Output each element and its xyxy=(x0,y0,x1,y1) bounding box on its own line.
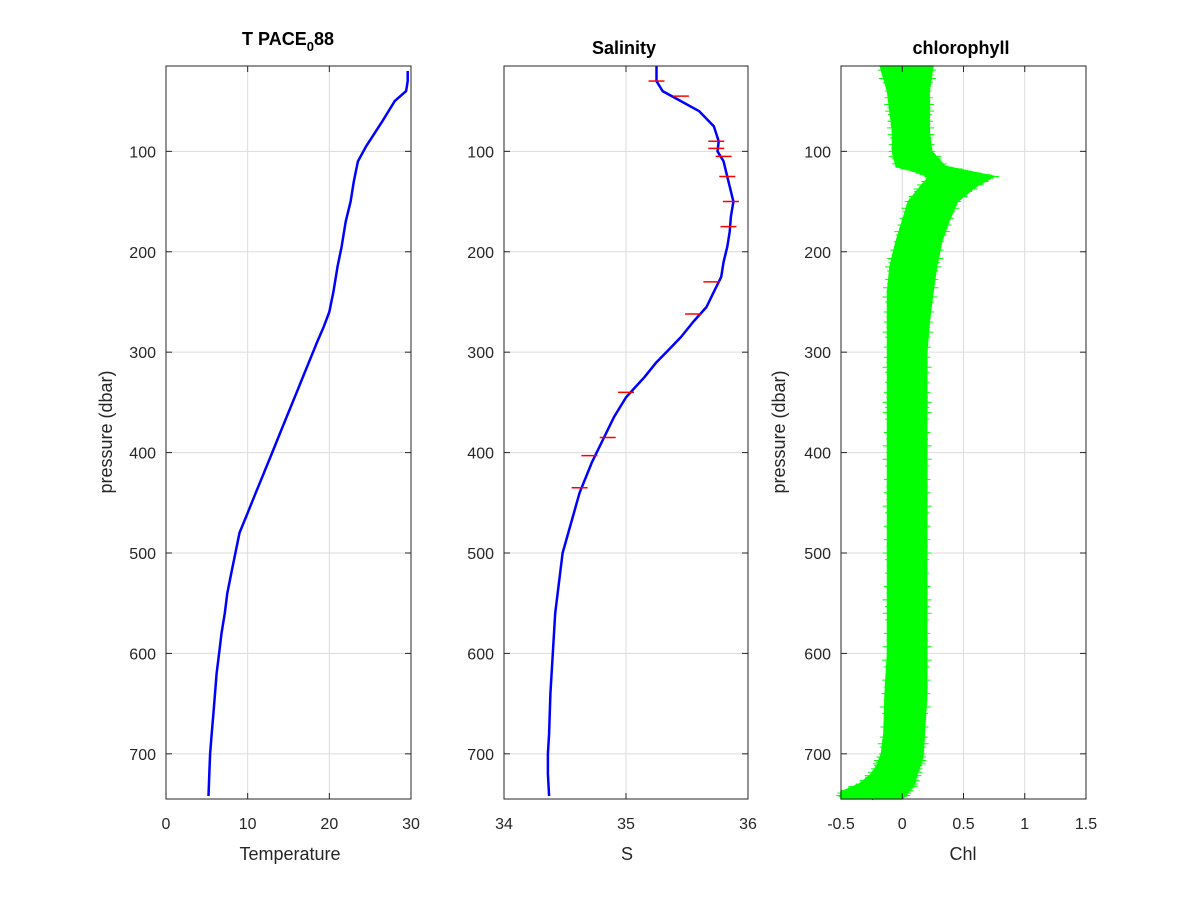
chlorophyll-ytick-label-5: 600 xyxy=(804,646,831,663)
temperature-ytick-label-2: 300 xyxy=(129,345,156,362)
chlorophyll-xtick-label-1: 0 xyxy=(898,816,907,833)
chlorophyll-ytick-label-2: 300 xyxy=(804,345,831,362)
salinity-panel-title: Salinity xyxy=(592,38,656,58)
temperature-series-line-0 xyxy=(207,71,409,797)
chlorophyll-ytick-label-3: 400 xyxy=(804,446,831,463)
chlorophyll-xtick-label-0: -0.5 xyxy=(827,816,855,833)
title-tail: 88 xyxy=(314,29,334,49)
temperature-ytick-label-5: 600 xyxy=(129,646,156,663)
chlorophyll-panel-title: chlorophyll xyxy=(912,38,1009,58)
salinity-ytick-label-1: 200 xyxy=(467,245,494,262)
temperature-panel-title: T PACE088 xyxy=(242,29,334,54)
salinity-series-line-0 xyxy=(546,66,735,797)
salinity-xtick-label-2: 36 xyxy=(739,816,757,833)
title-main: T PACE xyxy=(242,29,307,49)
temperature-axes-frame xyxy=(165,65,412,800)
salinity-ytick-label-5: 600 xyxy=(467,646,494,663)
chlorophyll-xtick-label-3: 1 xyxy=(1020,816,1029,833)
salinity-xlabel: S xyxy=(621,844,633,864)
temperature-xtick-label-1: 10 xyxy=(239,816,257,833)
temperature-ytick-label-3: 400 xyxy=(129,446,156,463)
temperature-ytick-label-0: 100 xyxy=(129,144,156,161)
chlorophyll-ytick-label-1: 200 xyxy=(804,245,831,262)
temperature-ytick-label-1: 200 xyxy=(129,245,156,262)
salinity-xtick-label-1: 35 xyxy=(617,816,635,833)
chlorophyll-ytick-label-4: 500 xyxy=(804,546,831,563)
temperature-plot-area xyxy=(166,66,411,799)
temperature-xtick-label-2: 20 xyxy=(320,816,338,833)
temperature-xlabel: Temperature xyxy=(239,844,340,864)
temperature-ylabel: pressure (dbar) xyxy=(96,370,116,493)
salinity-ytick-label-0: 100 xyxy=(467,144,494,161)
chlorophyll-xlabel: Chl xyxy=(949,844,976,864)
salinity-ytick-label-3: 400 xyxy=(467,446,494,463)
chlorophyll-xtick-label-4: 1.5 xyxy=(1075,816,1097,833)
salinity-xtick-label-0: 34 xyxy=(495,816,513,833)
salinity-panel: Salinity S 34 35 36 100 200 300 400 500 600 700 xyxy=(467,38,757,864)
chlorophyll-ytick-label-0: 100 xyxy=(804,144,831,161)
chlorophyll-xtick-label-2: 0.5 xyxy=(952,816,974,833)
title-subscript: 0 xyxy=(307,39,314,54)
salinity-ytick-label-2: 300 xyxy=(467,345,494,362)
chlorophyll-ylabel: pressure (dbar) xyxy=(769,370,789,493)
temperature-ytick-label-6: 700 xyxy=(129,747,156,764)
salinity-ytick-label-4: 500 xyxy=(467,546,494,563)
temperature-xtick-label-0: 0 xyxy=(162,816,171,833)
temperature-xtick-label-3: 30 xyxy=(402,816,420,833)
chlorophyll-ytick-label-6: 700 xyxy=(804,747,831,764)
chlorophyll-panel: chlorophyll Chl pressure (dbar) -0.5 0 0.5… xyxy=(769,38,1097,864)
salinity-ytick-label-6: 700 xyxy=(467,747,494,764)
temperature-ytick-label-4: 500 xyxy=(129,546,156,563)
